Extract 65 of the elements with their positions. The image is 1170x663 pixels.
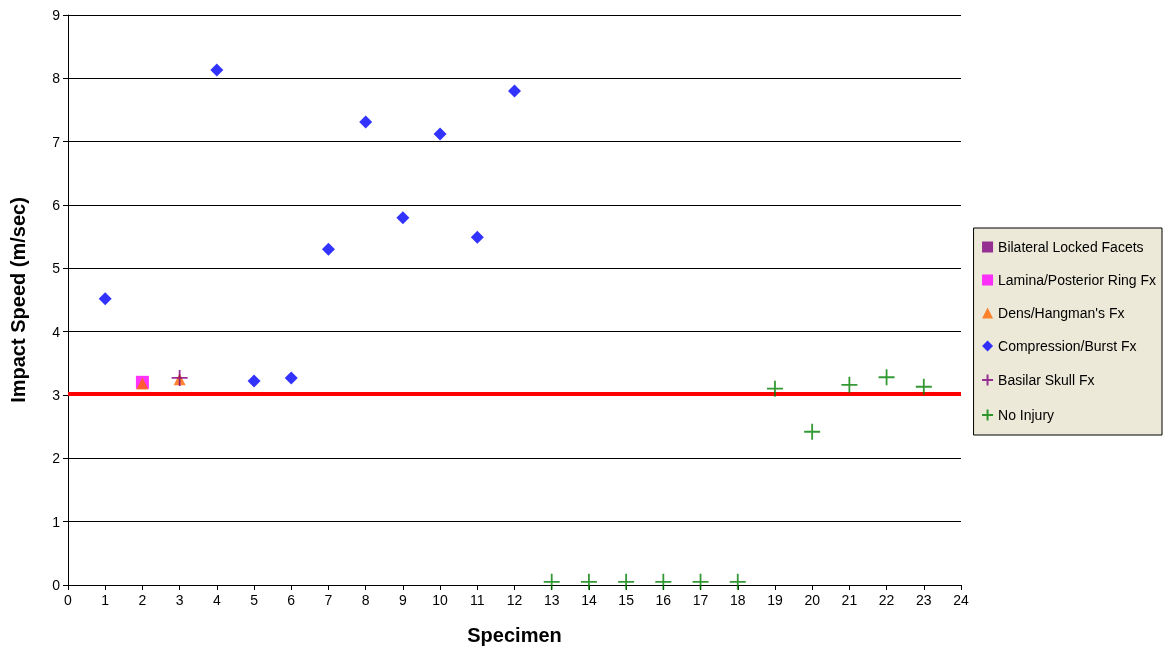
x-tick-label: 4	[212, 592, 221, 608]
x-tick-label: 14	[581, 592, 597, 608]
point	[617, 572, 636, 591]
point	[803, 422, 822, 441]
y-tick-label: 5	[52, 260, 61, 277]
y-tick-label: 3	[52, 387, 61, 403]
legend-label: No Injury	[998, 407, 1055, 423]
point	[210, 63, 224, 77]
legend-label: Lamina/Posterior Ring Fx	[998, 272, 1156, 288]
legend-label: Compression/Burst Fx	[998, 338, 1137, 354]
point	[508, 84, 521, 98]
y-axis-title: Impact Speed (m/sec)	[7, 197, 29, 403]
point	[170, 369, 189, 387]
y-tick-label: 4	[52, 323, 61, 340]
x-tick-label: 17	[692, 592, 709, 608]
point	[247, 374, 261, 388]
legend-label: Basilar Skull Fx	[998, 372, 1095, 388]
x-tick-label: 8	[361, 592, 370, 608]
y-tick-label: 7	[52, 133, 61, 150]
y-tick-label: 8	[52, 70, 61, 87]
x-tick-label: 19	[767, 592, 783, 608]
point	[433, 127, 447, 141]
x-tick-label: 2	[138, 592, 147, 608]
point	[359, 115, 373, 129]
point	[284, 371, 298, 385]
x-tick-label: 24	[953, 592, 969, 608]
y-tick-label: 0	[52, 577, 61, 593]
x-tick-label: 5	[250, 592, 259, 608]
x-tick-label: 9	[398, 592, 407, 608]
point	[840, 375, 859, 394]
x-tick-label: 22	[878, 592, 895, 608]
point	[728, 572, 747, 591]
y-tick-label: 1	[52, 513, 61, 530]
point	[470, 230, 484, 244]
x-tick-label: 23	[916, 592, 932, 608]
point	[321, 242, 335, 256]
legend-label: Dens/Hangman's Fx	[998, 305, 1125, 321]
point	[766, 379, 784, 398]
x-tick-label: 10	[432, 592, 449, 608]
x-tick-label: 1	[101, 592, 110, 608]
x-axis-title: Specimen	[467, 624, 562, 646]
y-tick-label: 6	[52, 197, 61, 213]
x-tick-label: 21	[841, 592, 858, 608]
point	[654, 572, 673, 591]
x-tick-label: 20	[804, 592, 821, 608]
y-tick-label: 9	[52, 7, 61, 23]
point	[691, 572, 710, 591]
legend-label: Bilateral Locked Facets	[998, 239, 1144, 255]
x-tick-label: 16	[655, 592, 672, 608]
point	[877, 368, 896, 387]
x-tick-label: 15	[618, 592, 635, 608]
x-tick-label: 13	[543, 592, 560, 608]
x-tick-label: 3	[175, 592, 184, 608]
point	[580, 572, 598, 591]
x-tick-label: 7	[324, 592, 333, 608]
x-tick-label: 6	[287, 592, 296, 608]
x-tick-label: 0	[64, 592, 73, 608]
y-tick-label: 2	[52, 450, 61, 467]
x-tick-label: 12	[506, 592, 523, 608]
x-tick-label: 11	[470, 592, 485, 608]
point	[914, 377, 933, 396]
point	[98, 292, 112, 306]
x-tick-label: 18	[729, 592, 746, 608]
point	[542, 572, 561, 591]
point	[396, 211, 410, 225]
